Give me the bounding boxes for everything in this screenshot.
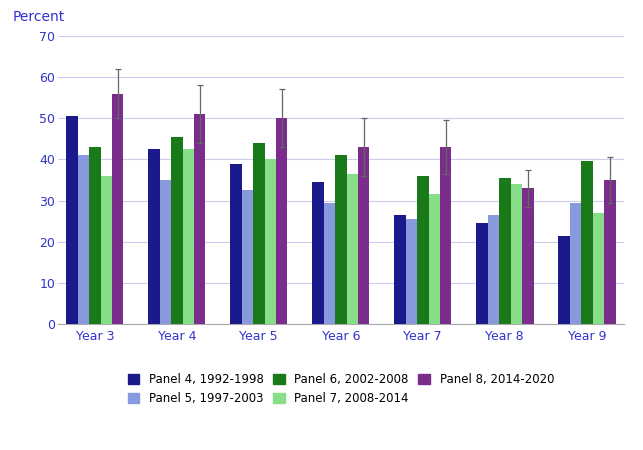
Bar — [406, 219, 417, 324]
Bar — [264, 159, 276, 324]
Bar — [159, 180, 171, 324]
Bar — [499, 178, 511, 324]
Bar — [276, 118, 287, 324]
Bar — [253, 143, 264, 324]
Bar — [242, 190, 253, 324]
Bar — [194, 114, 206, 324]
Bar — [604, 180, 615, 324]
Bar — [335, 155, 347, 324]
Bar — [171, 137, 183, 324]
Bar — [487, 215, 499, 324]
Bar — [100, 176, 112, 324]
Bar — [428, 194, 440, 324]
Bar — [522, 188, 534, 324]
Bar — [558, 235, 570, 324]
Bar — [358, 147, 370, 324]
Bar — [440, 147, 451, 324]
Bar — [570, 202, 581, 324]
Bar — [312, 182, 323, 324]
Bar — [476, 223, 487, 324]
Text: Percent: Percent — [13, 10, 65, 24]
Bar — [66, 116, 78, 324]
Bar — [78, 155, 89, 324]
Bar — [89, 147, 100, 324]
Bar — [417, 176, 428, 324]
Bar — [148, 149, 159, 324]
Legend: Panel 4, 1992-1998, Panel 5, 1997-2003, Panel 6, 2002-2008, Panel 7, 2008-2014, : Panel 4, 1992-1998, Panel 5, 1997-2003, … — [127, 373, 554, 405]
Bar — [581, 162, 593, 324]
Bar — [323, 202, 335, 324]
Bar — [394, 215, 406, 324]
Bar — [511, 184, 522, 324]
Bar — [183, 149, 194, 324]
Bar — [112, 94, 123, 324]
Bar — [347, 174, 358, 324]
Bar — [230, 163, 242, 324]
Bar — [593, 213, 604, 324]
